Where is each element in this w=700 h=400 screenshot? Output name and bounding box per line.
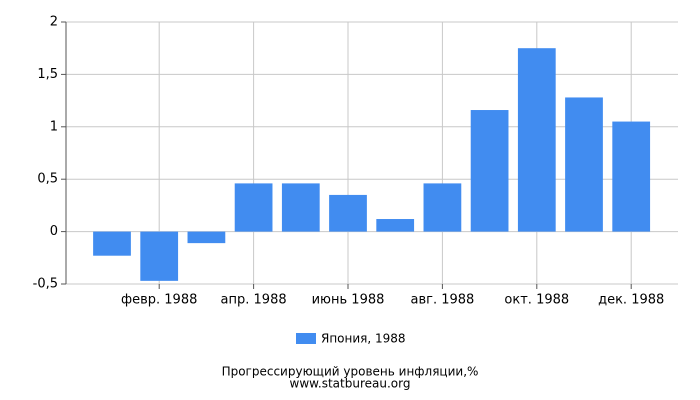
chart-subtitle: www.statbureau.org [290, 377, 411, 391]
y-tick-label: 2 [50, 15, 58, 30]
chart-title: Прогрессирующий уровень инфляции,% [222, 365, 479, 379]
y-tick-label: 1,5 [37, 67, 58, 82]
y-tick-label: 0 [50, 224, 58, 239]
bar [329, 194, 367, 232]
bar [234, 183, 273, 232]
y-tick-label: 1 [50, 119, 58, 134]
bar [517, 48, 556, 232]
bar [565, 97, 603, 232]
bar [376, 219, 415, 232]
x-tick-label: дек. 1988 [598, 293, 664, 308]
y-tick-label: 0,5 [37, 172, 58, 187]
x-tick-label: авг. 1988 [410, 293, 474, 308]
bar [93, 231, 131, 256]
x-tick-label: окт. 1988 [504, 293, 569, 308]
bar [470, 110, 509, 232]
x-tick-label: июнь 1988 [312, 293, 385, 308]
bar [423, 183, 462, 232]
bar [187, 231, 226, 244]
x-tick-label: февр. 1988 [121, 293, 197, 308]
legend-label: Япония, 1988 [321, 332, 406, 346]
x-tick-label: апр. 1988 [221, 293, 287, 308]
bar [140, 231, 179, 281]
y-tick-label: -0,5 [33, 277, 58, 292]
bar [612, 121, 651, 232]
bar [281, 183, 320, 232]
legend-swatch [296, 333, 316, 344]
